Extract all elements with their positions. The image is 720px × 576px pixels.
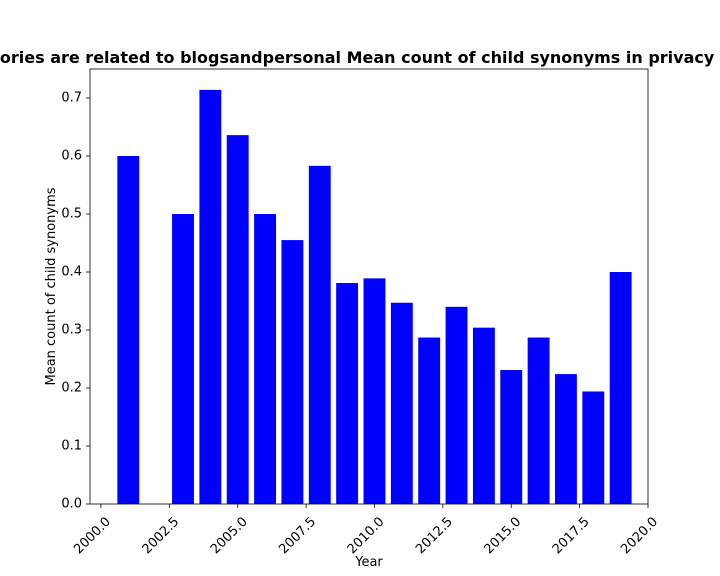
y-axis-ticks: 0.0 0.1 0.2 0.3 0.4 0.5 0.6 0.7 [61,91,90,512]
y-tick-label: 0.4 [61,265,82,280]
bar-2016 [527,337,550,504]
plot-area-frame [89,68,649,505]
bar-2008 [308,165,331,505]
bar-2004 [199,89,222,504]
chart-title: Categories are related to blogsandperson… [0,48,720,67]
bar-2011 [390,302,413,504]
bar-2009 [336,283,359,504]
y-tick-label: 0.3 [61,323,82,338]
bar-2005 [226,135,249,504]
bar-2003 [172,214,194,504]
bar-2014 [472,327,495,504]
bar-2019 [609,272,632,504]
bar-2001 [117,156,140,504]
bar-2017 [555,374,577,504]
y-tick-label: 0.0 [61,497,82,512]
bar-2010 [363,278,386,504]
y-axis-label: Mean count of child synonyms [44,187,59,385]
y-tick-label: 0.2 [61,381,82,396]
x-axis-label: Year [354,555,383,570]
y-tick-label: 0.7 [61,91,82,106]
bar-2006 [254,214,276,504]
y-tick-label: 0.1 [61,439,82,454]
y-tick-label: 0.5 [61,207,82,222]
y-tick-label: 0.6 [61,149,82,164]
bars-group [117,89,632,505]
bar-2015 [500,370,523,504]
bar-2018 [582,391,605,504]
bar-2012 [418,337,441,504]
bar-2013 [445,306,468,504]
bar-2007 [281,240,304,504]
